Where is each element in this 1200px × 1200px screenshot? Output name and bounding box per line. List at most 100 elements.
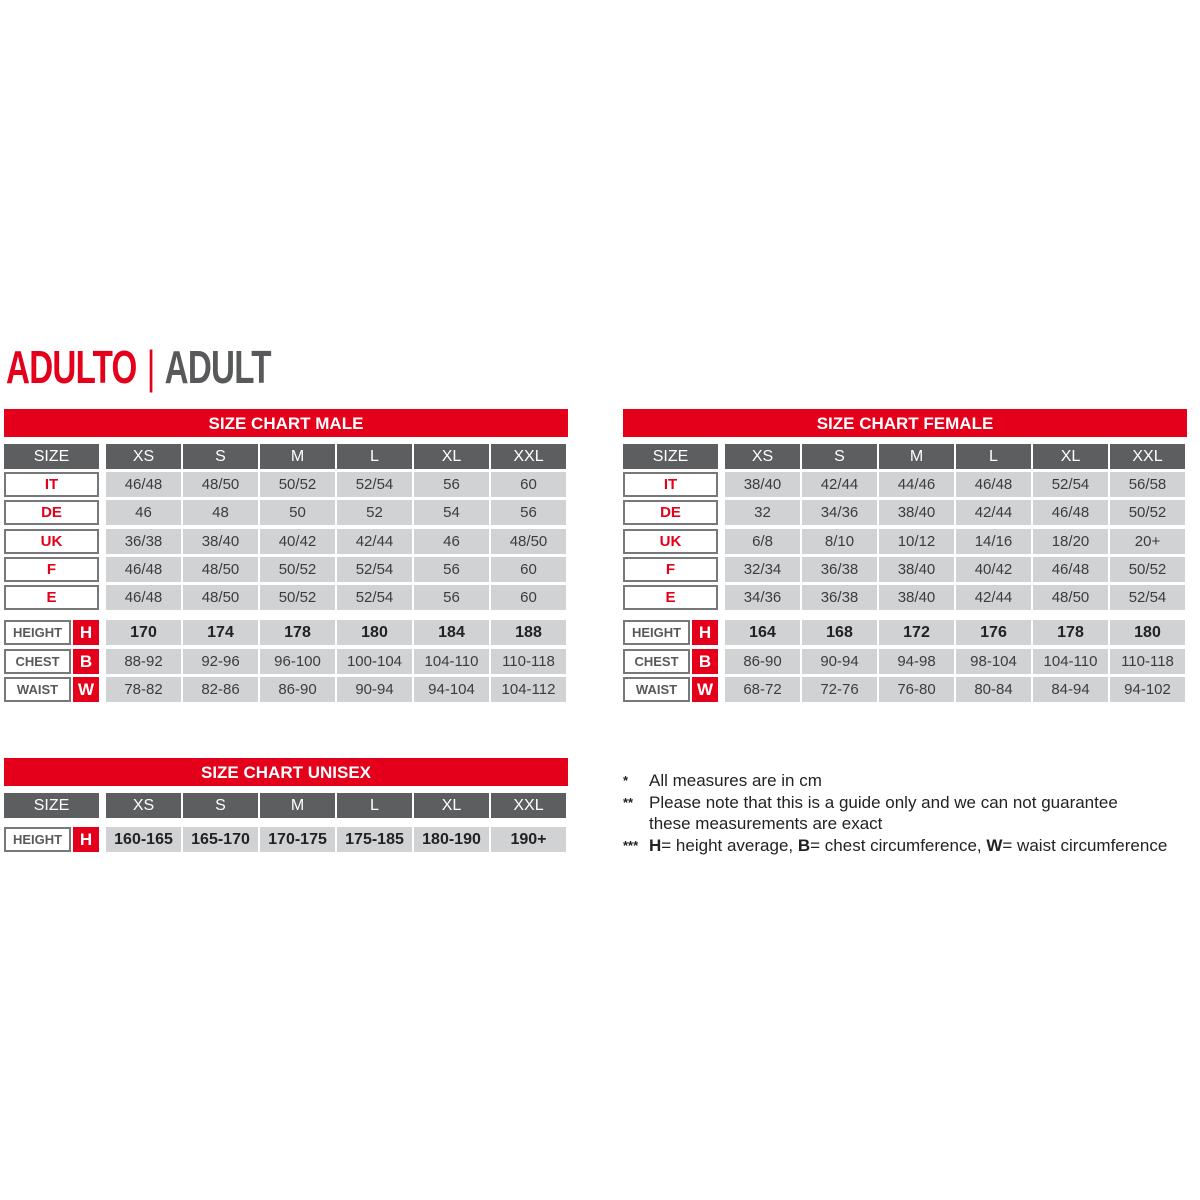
table-cell: 188 [491,620,566,645]
table-cell: 42/44 [802,472,877,497]
table-cell: 36/38 [802,556,877,582]
table-cell: 165-170 [183,827,258,852]
table-title: SIZE CHART FEMALE [623,409,1187,437]
table-cell: 48/50 [183,585,258,611]
note: *** H= height average, B= chest circumfer… [623,835,1167,857]
table-cell: 176 [956,620,1031,645]
title-primary: ADULTO [6,341,137,393]
country-label: E [623,585,718,611]
table-cell: 56 [414,585,489,611]
abbr-desc: = height average, [661,835,798,855]
size-column-header: L [337,444,412,469]
measure-label: HEIGHT [623,620,690,645]
page-title: ADULTO | ADULT [6,340,272,394]
table-cell: 52/54 [337,585,412,611]
table-cell: 104-110 [1033,648,1108,674]
abbr: H [649,835,662,855]
size-header: SIZE [4,444,99,469]
table-cell: 44/46 [879,472,954,497]
table-cell: 96-100 [260,648,335,674]
table-cell: 34/36 [802,500,877,526]
note-text: H= height average, B= chest circumferenc… [649,835,1167,857]
table-cell: 80-84 [956,677,1031,702]
table-cell: 50/52 [260,472,335,497]
table-cell: 46/48 [106,472,181,497]
table-cell: 94-98 [879,648,954,674]
table-cell: 50/52 [260,556,335,582]
table-cell: 52/54 [337,472,412,497]
measure-letter: W [73,677,99,702]
size-column-header: M [260,793,335,818]
note: * All measures are in cm [623,770,1167,792]
table-cell: 175-185 [337,827,412,852]
table-cell: 86-90 [260,677,335,702]
abbr-desc: = chest circumference, [810,835,987,855]
table-cell: 36/38 [802,585,877,611]
table-cell: 178 [260,620,335,645]
table-cell: 42/44 [337,528,412,554]
table-cell: 40/42 [260,528,335,554]
size-column-header: XL [414,444,489,469]
table-cell: 46/48 [106,585,181,611]
table-cell: 178 [1033,620,1108,645]
table-cell: 46 [414,528,489,554]
table-cell: 52/54 [337,556,412,582]
size-column-header: S [183,793,258,818]
table-cell: 38/40 [183,528,258,554]
table-cell: 90-94 [337,677,412,702]
table-cell: 110-118 [1110,648,1185,674]
table-cell: 170-175 [260,827,335,852]
measure-letter: H [73,827,99,852]
table-cell: 184 [414,620,489,645]
abbr-desc: = waist circumference [1002,835,1168,855]
table-cell: 50/52 [260,585,335,611]
measure-letter: H [692,620,718,645]
table-cell: 88-92 [106,648,181,674]
table-cell: 48/50 [183,556,258,582]
size-column-header: XS [106,793,181,818]
table-cell: 82-86 [183,677,258,702]
table-cell: 42/44 [956,585,1031,611]
measure-label: CHEST [623,648,690,674]
country-label: UK [623,528,718,554]
country-label: E [4,585,99,611]
table-cell: 72-76 [802,677,877,702]
table-cell: 168 [802,620,877,645]
table-cell: 20+ [1110,528,1185,554]
size-column-header: XXL [491,793,566,818]
size-column-header: XS [106,444,181,469]
table-cell: 50 [260,500,335,526]
notes: * All measures are in cm ** Please note th… [623,770,1167,856]
table-cell: 50/52 [1110,500,1185,526]
measure-letter: B [73,648,99,674]
size-column-header: L [956,444,1031,469]
title-secondary: ADULT [164,341,272,393]
table-cell: 98-104 [956,648,1031,674]
table-cell: 38/40 [879,585,954,611]
table-cell: 6/8 [725,528,800,554]
table-cell: 8/10 [802,528,877,554]
size-column-header: M [879,444,954,469]
size-column-header: L [337,793,412,818]
size-column-header: S [802,444,877,469]
table-cell: 48/50 [491,528,566,554]
country-label: UK [4,528,99,554]
table-cell: 90-94 [802,648,877,674]
table-cell: 180 [337,620,412,645]
size-column-header: XXL [1110,444,1185,469]
size-column-header: XL [414,793,489,818]
table-cell: 10/12 [879,528,954,554]
measure-letter: B [692,648,718,674]
table-cell: 56/58 [1110,472,1185,497]
table-cell: 56 [414,472,489,497]
table-cell: 86-90 [725,648,800,674]
table-cell: 100-104 [337,648,412,674]
table-cell: 52/54 [1033,472,1108,497]
table-cell: 68-72 [725,677,800,702]
table-cell: 32/34 [725,556,800,582]
table-cell: 164 [725,620,800,645]
table-cell: 84-94 [1033,677,1108,702]
note-mark: ** [623,794,634,810]
table-cell: 180 [1110,620,1185,645]
country-label: IT [623,472,718,497]
